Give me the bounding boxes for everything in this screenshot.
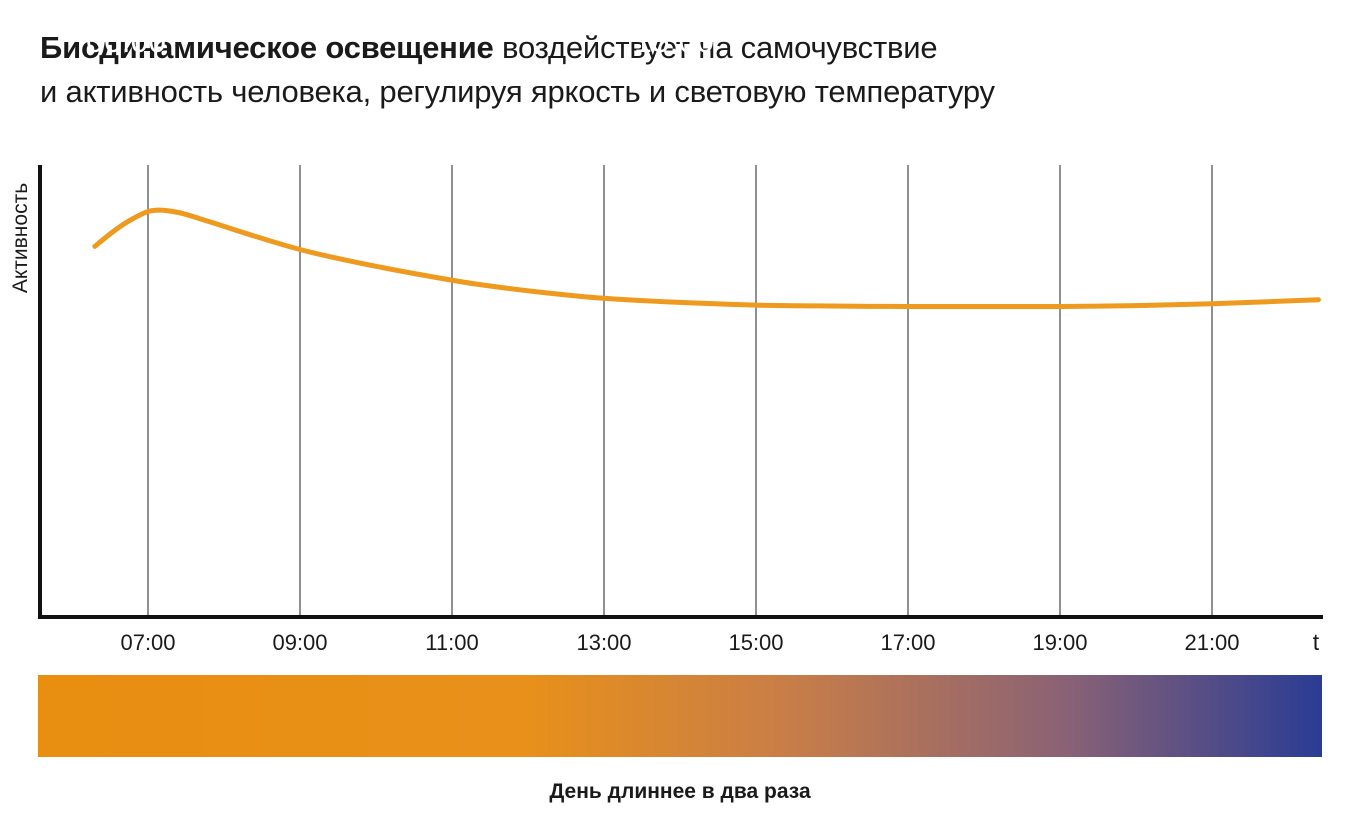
x-tick-label: 21:00 — [1184, 630, 1239, 655]
band-label-end: 21:00 — [1184, 23, 1265, 59]
x-tick-label: 11:00 — [425, 630, 478, 655]
caption: День длиннее в два раза — [549, 780, 811, 803]
band-fill — [38, 675, 1322, 757]
title-line2: и активность человека, регулируя яркость… — [40, 74, 995, 109]
color-temperature-band — [38, 675, 1322, 757]
x-tick-labels: 07:00 09:00 11:00 13:00 15:00 17:00 19:00 21:00 — [120, 630, 1239, 655]
activity-chart: Активность 07:00 09:00 11:00 13:00 15:00 17:0… — [9, 165, 1323, 655]
x-tick-label: 09:00 — [272, 630, 327, 655]
x-axis-label: t — [1313, 629, 1320, 655]
title-bold: Биодинамическое освещение — [40, 30, 494, 65]
y-axis-label: Активность — [9, 183, 32, 293]
band-label-start: 06:00 — [86, 23, 167, 59]
x-tick-label: 13:00 — [576, 630, 631, 655]
x-tick-label: 15:00 — [728, 630, 783, 655]
band-label-mid: 15:00 — [634, 23, 715, 59]
activity-line — [92, 207, 1321, 310]
axes — [38, 165, 1323, 619]
x-tick-label: 17:00 — [880, 630, 935, 655]
x-tick-label: 19:00 — [1032, 630, 1087, 655]
title-rest: воздействует на самочувствие — [502, 30, 938, 65]
chart-title: Биодинамическое освещение воздействует н… — [40, 26, 1340, 114]
x-tick-label: 07:00 — [120, 630, 175, 655]
grid-lines — [147, 165, 1213, 617]
